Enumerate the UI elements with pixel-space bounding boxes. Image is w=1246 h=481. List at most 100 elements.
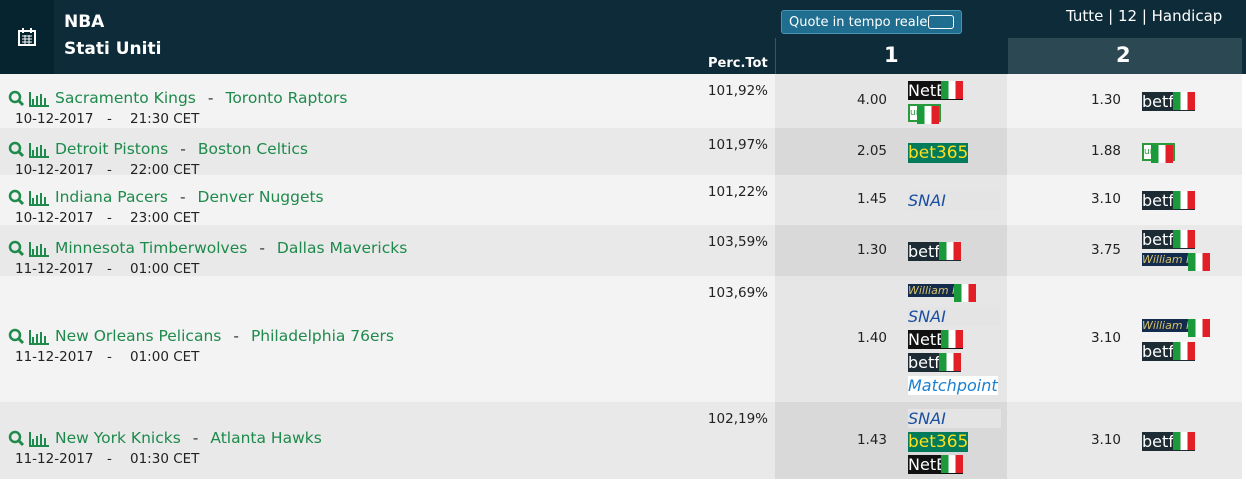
bookmaker-logo[interactable]: betfair (1142, 191, 1195, 210)
flag (1172, 92, 1195, 110)
col2-label: 2 (1116, 43, 1131, 67)
odd1: 1.40 (856, 330, 887, 346)
bookmaker-name: bet365 (908, 431, 969, 452)
away-team[interactable]: Atlanta Hawks (210, 428, 322, 447)
odd1: 1.45 (856, 191, 887, 207)
perc: 102,19% (707, 411, 768, 427)
bookmaker-logo[interactable]: Matchpoint (908, 376, 998, 395)
bookmaker-logo[interactable]: William HILL (908, 284, 976, 302)
odd1: 4.00 (856, 92, 887, 108)
row-icons[interactable] (8, 430, 50, 448)
home-team[interactable]: Minnesota Timberwolves (55, 238, 248, 257)
bookmaker-logo[interactable]: William HILL (1142, 318, 1210, 337)
bookmaker-logo[interactable]: bet365 (908, 431, 969, 452)
flag (1187, 253, 1210, 271)
bookmaker-logo[interactable]: bet365 (908, 142, 969, 163)
row (0, 276, 1242, 403)
date: 11-12-2017 (15, 349, 94, 365)
bookmaker-logo[interactable]: SNAI (908, 408, 1001, 428)
live-button[interactable]: Quote in tempo reale (781, 10, 962, 34)
bookmaker-logo[interactable]: betfair (1142, 431, 1195, 451)
time: 23:00 CET (130, 210, 200, 226)
live-label: Quote in tempo reale (789, 15, 928, 30)
perc: 103,59% (707, 234, 768, 250)
time: 01:00 CET (130, 349, 200, 365)
calendar-cell[interactable] (0, 0, 54, 74)
row-icons[interactable] (8, 90, 50, 108)
row-icons[interactable] (8, 141, 50, 159)
perc: 101,92% (707, 83, 768, 99)
bookmaker-logo[interactable]: William HILL (1142, 253, 1210, 271)
team-separator: - (207, 89, 214, 107)
odd1-cell (775, 225, 1007, 276)
bookmaker-logo[interactable]: betfair (908, 241, 961, 261)
time-separator: - (107, 161, 112, 178)
flag (1187, 318, 1210, 337)
date: 10-12-2017 (15, 111, 94, 127)
bookmaker-name: SNAI (908, 191, 946, 210)
row (0, 128, 1242, 176)
time-separator: - (107, 111, 112, 127)
row-icons[interactable] (8, 240, 50, 258)
bookmaker-logo[interactable]: betfair (1142, 230, 1195, 249)
bookmaker-logo[interactable]: SNAI (908, 191, 1001, 210)
odd1-cell (775, 74, 1007, 128)
flag (938, 241, 961, 260)
perc: 101,22% (707, 184, 768, 200)
home-team[interactable]: New Orleans Pelicans (55, 327, 222, 345)
home-team[interactable]: Sacramento Kings (55, 89, 196, 107)
bookmaker-logo[interactable]: NetBet (908, 80, 964, 100)
away-team[interactable]: Boston Celtics (197, 139, 308, 158)
odd2: 3.10 (1090, 191, 1121, 207)
bookmaker-logo[interactable]: unibet (1142, 142, 1175, 163)
bookmaker-logo[interactable]: NetBet (908, 454, 964, 474)
odd2: 3.75 (1090, 241, 1121, 258)
row-icons[interactable] (8, 328, 50, 346)
date: 10-12-2017 (15, 210, 94, 226)
time-separator: - (107, 210, 112, 226)
odd1-cell (775, 128, 1007, 175)
away-team[interactable]: Denver Nuggets (197, 188, 324, 206)
bookmaker-logo[interactable]: betfair (1142, 341, 1195, 361)
odd1: 1.30 (856, 241, 887, 258)
flag (941, 80, 964, 99)
away-team[interactable]: Toronto Raptors (225, 89, 348, 107)
bookmaker-logo[interactable]: SNAI (908, 307, 1001, 326)
flag (1172, 230, 1195, 248)
team-separator: - (180, 139, 186, 158)
time-separator: - (107, 260, 112, 277)
odd1: 1.43 (856, 431, 887, 448)
bookmaker-logo[interactable]: betfair (1142, 92, 1195, 111)
flag (1172, 191, 1195, 209)
flag (1172, 431, 1195, 450)
odd1: 2.05 (856, 142, 887, 159)
flag (938, 353, 961, 371)
odd2: 1.88 (1090, 142, 1121, 159)
bookmaker-logo[interactable]: unibet (908, 103, 941, 124)
filters[interactable]: Tutte | 12 | Handicap (1066, 7, 1223, 25)
toggle[interactable] (928, 15, 954, 29)
home-team[interactable]: New York Knicks (55, 428, 181, 447)
flag (941, 330, 964, 348)
col2-header (1008, 38, 1242, 74)
home-team[interactable]: Detroit Pistons (55, 139, 169, 158)
bookmaker-logo[interactable]: betfair (908, 353, 961, 372)
away-team[interactable]: Philadelphia 76ers (250, 327, 395, 345)
time-separator: - (107, 349, 112, 365)
bookmaker-name: SNAI (908, 408, 946, 428)
date: 11-12-2017 (15, 260, 94, 277)
away-team[interactable]: Dallas Mavericks (276, 238, 408, 257)
date: 10-12-2017 (15, 161, 94, 178)
date: 11-12-2017 (15, 450, 94, 467)
calendar-icon (18, 28, 36, 46)
row-icons[interactable] (8, 189, 50, 207)
bookmaker-name: bet365 (908, 142, 969, 163)
bookmaker-logo[interactable]: NetBet (908, 330, 964, 349)
team-separator: - (192, 428, 199, 447)
time: 22:00 CET (130, 161, 200, 178)
row (0, 74, 1242, 129)
time: 01:30 CET (130, 450, 200, 467)
perc-label: Perc.Tot (708, 56, 768, 71)
home-team[interactable]: Indiana Pacers (55, 188, 168, 206)
